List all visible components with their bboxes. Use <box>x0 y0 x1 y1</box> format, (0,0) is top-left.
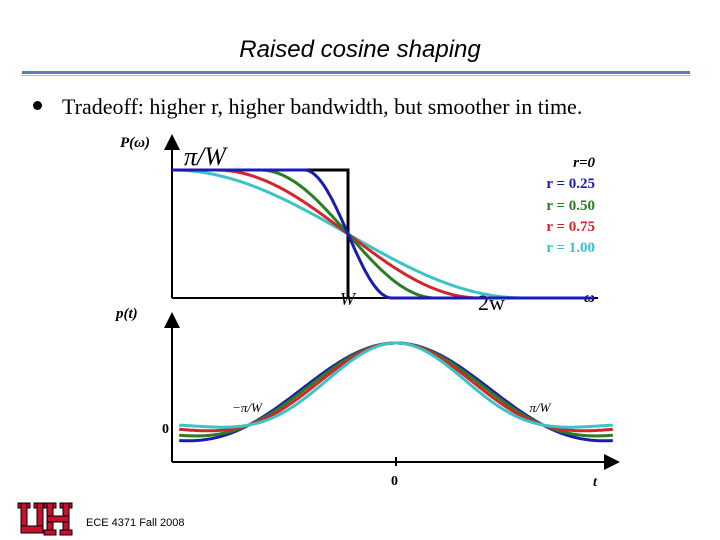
slide-title: Raised cosine shaping <box>239 36 481 63</box>
top-y-label: P(ω) <box>120 135 150 151</box>
legend-item-r025: r = 0.25 <box>546 176 595 192</box>
series-line-r050-pulse <box>179 341 613 438</box>
pos-zero-text: π/W <box>530 400 552 415</box>
neg-zero-text: −π/W <box>232 400 263 415</box>
neg-zero-label: −π/W <box>232 400 263 415</box>
tick-label-W: W <box>340 289 357 309</box>
bullet-dot <box>33 101 42 110</box>
series-line-r100-pulse <box>179 341 613 429</box>
bottom-zero-t-label: 0 <box>391 474 398 489</box>
series-line-r075-spectrum <box>172 168 595 300</box>
series-line-r025-spectrum <box>172 168 595 300</box>
footer-text: ECE 4371 Fall 2008 <box>86 517 185 529</box>
legend-item-r100: r = 1.00 <box>546 240 595 256</box>
bullet-text: Tradeoff: higher r, higher bandwidth, bu… <box>62 94 583 119</box>
pos-zero-label: π/W <box>530 400 552 415</box>
legend-item-r075: r = 0.75 <box>546 219 595 235</box>
bottom-zero-y-label: 0 <box>162 422 169 437</box>
bottom-y-label: p(t) <box>114 306 138 322</box>
series-line-r050-spectrum <box>172 168 595 300</box>
title-rule <box>22 71 690 74</box>
legend-item-r050: r = 0.50 <box>546 198 595 214</box>
bottom-x-label: t <box>593 475 598 490</box>
legend-item-r0: r=0 <box>573 155 595 171</box>
series-line-r100-spectrum <box>172 168 595 300</box>
peak-label: π/W <box>184 142 228 171</box>
series-line-r075-pulse <box>179 341 613 433</box>
uh-logo <box>17 502 73 536</box>
title-rule-thin <box>22 75 690 76</box>
